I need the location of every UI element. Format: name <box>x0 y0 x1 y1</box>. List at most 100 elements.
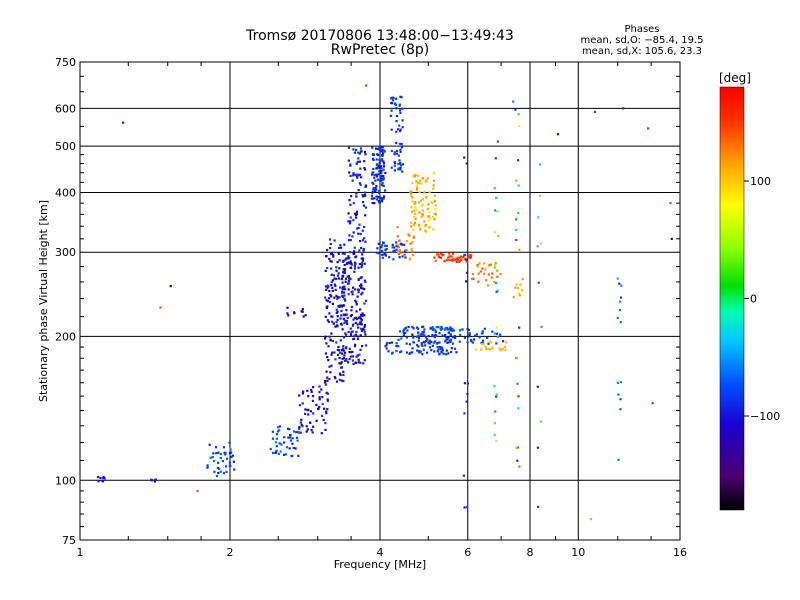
data-point <box>503 345 506 348</box>
data-point <box>300 423 303 426</box>
data-point <box>438 256 441 259</box>
data-point <box>339 244 342 247</box>
data-point <box>537 281 540 284</box>
data-point <box>409 191 412 194</box>
data-point <box>277 426 280 429</box>
data-point <box>450 255 453 258</box>
data-point <box>320 388 323 391</box>
data-point <box>321 396 324 399</box>
data-point <box>380 177 383 180</box>
data-point <box>466 393 469 396</box>
data-point <box>340 361 343 364</box>
data-point <box>360 150 363 153</box>
data-point <box>398 239 401 242</box>
data-point <box>335 269 338 272</box>
data-point <box>228 461 231 464</box>
data-point <box>279 450 282 453</box>
data-point <box>363 191 367 194</box>
data-point <box>402 330 405 333</box>
data-point <box>324 383 328 386</box>
data-point <box>421 344 424 347</box>
data-point <box>333 277 336 280</box>
data-point <box>434 208 437 211</box>
data-point <box>334 288 337 291</box>
data-point <box>434 333 437 336</box>
data-point <box>395 107 398 110</box>
data-point <box>421 209 424 212</box>
data-point <box>351 235 354 238</box>
data-point <box>468 333 471 336</box>
data-point <box>359 232 362 236</box>
data-point <box>402 334 405 337</box>
data-point <box>486 336 489 339</box>
data-point <box>479 270 482 273</box>
data-point <box>404 326 408 329</box>
data-point <box>375 147 378 150</box>
data-point <box>498 347 501 350</box>
data-point <box>398 256 401 259</box>
data-point <box>382 160 385 163</box>
data-point <box>413 236 416 239</box>
data-point <box>622 107 625 110</box>
data-point <box>343 252 346 255</box>
data-point <box>439 327 442 330</box>
data-point <box>420 182 423 185</box>
data-point <box>389 114 392 117</box>
data-point <box>346 316 349 319</box>
data-point <box>371 146 374 149</box>
data-point <box>336 318 339 321</box>
data-point <box>390 97 393 100</box>
data-point <box>416 344 419 347</box>
data-point <box>411 333 414 336</box>
data-point <box>355 175 358 178</box>
data-point <box>347 255 350 258</box>
data-point <box>465 162 468 165</box>
data-point <box>327 359 330 362</box>
data-point <box>441 349 444 352</box>
data-point <box>352 318 355 321</box>
data-point <box>337 296 340 299</box>
data-point <box>647 127 650 130</box>
data-point <box>465 400 468 403</box>
data-point <box>399 164 403 167</box>
data-point <box>401 255 404 258</box>
data-point <box>348 347 351 350</box>
data-point <box>355 162 358 165</box>
data-point <box>356 295 359 298</box>
data-point <box>346 322 349 326</box>
data-point <box>310 429 313 432</box>
data-point <box>434 330 437 333</box>
data-point <box>375 195 378 198</box>
data-point <box>497 235 500 238</box>
data-point <box>411 335 414 338</box>
data-point <box>512 100 515 103</box>
data-point <box>295 431 298 434</box>
data-point <box>519 283 522 286</box>
data-point <box>411 253 415 257</box>
data-point <box>421 214 425 217</box>
data-point <box>358 182 361 185</box>
data-point <box>360 263 364 267</box>
data-point <box>371 202 374 205</box>
data-point <box>397 252 400 255</box>
data-point <box>451 336 454 339</box>
data-point <box>370 194 373 197</box>
data-point <box>381 149 384 152</box>
data-point <box>395 342 398 345</box>
data-point <box>360 314 363 317</box>
y-tick-label: 200 <box>55 330 76 343</box>
data-point <box>324 381 327 384</box>
data-point <box>357 189 360 192</box>
data-point <box>357 232 360 235</box>
data-point <box>357 326 360 329</box>
data-point <box>342 336 346 339</box>
data-point <box>431 344 434 347</box>
data-point <box>350 334 353 337</box>
data-point <box>441 334 444 337</box>
data-point <box>390 166 393 169</box>
data-point <box>362 249 365 252</box>
data-point <box>491 347 494 350</box>
data-point <box>354 212 357 215</box>
data-point <box>343 351 347 354</box>
data-point <box>224 453 227 456</box>
